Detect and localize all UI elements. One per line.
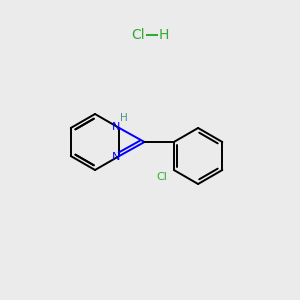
Text: H: H [120,113,128,123]
Text: N: N [112,152,120,162]
Text: N: N [112,122,120,132]
Text: Cl: Cl [156,172,167,182]
Text: H: H [159,28,169,42]
Text: Cl: Cl [131,28,145,42]
